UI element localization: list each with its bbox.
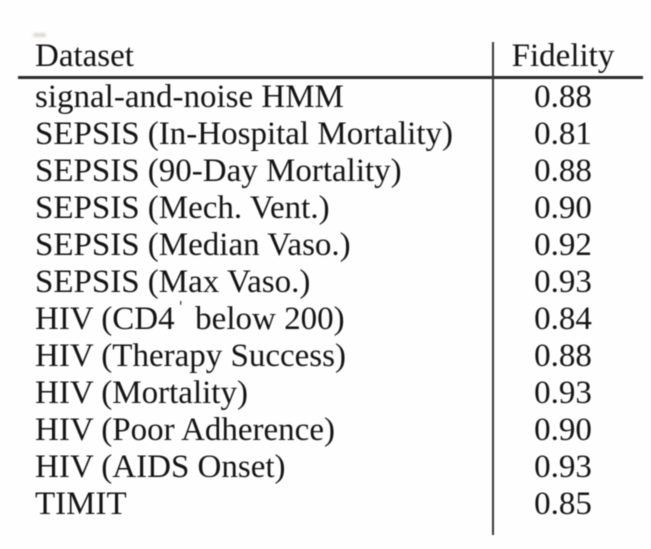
fidelity-cell: 0.84 (534, 301, 592, 337)
scan-smudge-artifact (33, 33, 46, 37)
dataset-label-part: HIV (CD4 (35, 301, 175, 337)
dataset-cell: SEPSIS (Mech. Vent.) (35, 190, 330, 226)
dataset-cell: SEPSIS (90-Day Mortality) (35, 153, 402, 189)
fidelity-cell: 0.90 (534, 412, 592, 448)
fidelity-cell: 0.88 (534, 338, 592, 374)
table-row: HIV (Therapy Success) 0.88 (0, 338, 651, 375)
table-row: HIV (CD4+ below 200) 0.84 (0, 301, 651, 338)
fidelity-cell: 0.93 (534, 375, 592, 411)
column-divider-rule (492, 42, 494, 535)
fidelity-cell: 0.88 (534, 153, 592, 189)
table-header-row: Dataset Fidelity (0, 36, 651, 76)
dataset-cell: signal-and-noise HMM (35, 79, 344, 115)
table-row: SEPSIS (90-Day Mortality) 0.88 (0, 153, 651, 190)
dataset-cell: TIMIT (35, 486, 127, 522)
table-row: SEPSIS (Mech. Vent.) 0.90 (0, 190, 651, 227)
dataset-cell: SEPSIS (Max Vaso.) (35, 264, 311, 300)
dataset-cell: SEPSIS (Median Vaso.) (35, 227, 351, 263)
fidelity-cell: 0.93 (534, 449, 592, 485)
table-row: SEPSIS (Median Vaso.) 0.92 (0, 227, 651, 264)
table-body: signal-and-noise HMM 0.88 SEPSIS (In-Hos… (0, 79, 651, 523)
table-row: HIV (Poor Adherence) 0.90 (0, 412, 651, 449)
superscript-plus: + (175, 301, 187, 312)
table-row: HIV (AIDS Onset) 0.93 (0, 449, 651, 486)
dataset-cell: HIV (AIDS Onset) (35, 449, 286, 485)
table-row: SEPSIS (Max Vaso.) 0.93 (0, 264, 651, 301)
dataset-cell: HIV (CD4+ below 200) (0, 301, 493, 338)
fidelity-cell: 0.90 (534, 190, 592, 226)
fidelity-cell: 0.93 (534, 264, 592, 300)
table-row: HIV (Mortality) 0.93 (0, 375, 651, 412)
dataset-cell: HIV (Poor Adherence) (35, 412, 335, 448)
header-rule (18, 76, 643, 79)
table-row: SEPSIS (In-Hospital Mortality) 0.81 (0, 116, 651, 153)
fidelity-cell: 0.85 (534, 486, 592, 522)
fidelity-cell: 0.92 (534, 227, 592, 263)
table-row: TIMIT 0.85 (0, 486, 651, 523)
dataset-cell: HIV (Therapy Success) (35, 338, 346, 374)
dataset-cell: SEPSIS (In-Hospital Mortality) (35, 116, 453, 152)
fidelity-cell: 0.88 (534, 79, 592, 115)
fidelity-cell: 0.81 (534, 116, 592, 152)
table-row: signal-and-noise HMM 0.88 (0, 79, 651, 116)
column-header-fidelity: Fidelity (511, 38, 615, 74)
column-header-dataset: Dataset (35, 38, 134, 74)
dataset-label-part: below 200) (186, 301, 345, 337)
dataset-cell: HIV (Mortality) (35, 375, 248, 411)
